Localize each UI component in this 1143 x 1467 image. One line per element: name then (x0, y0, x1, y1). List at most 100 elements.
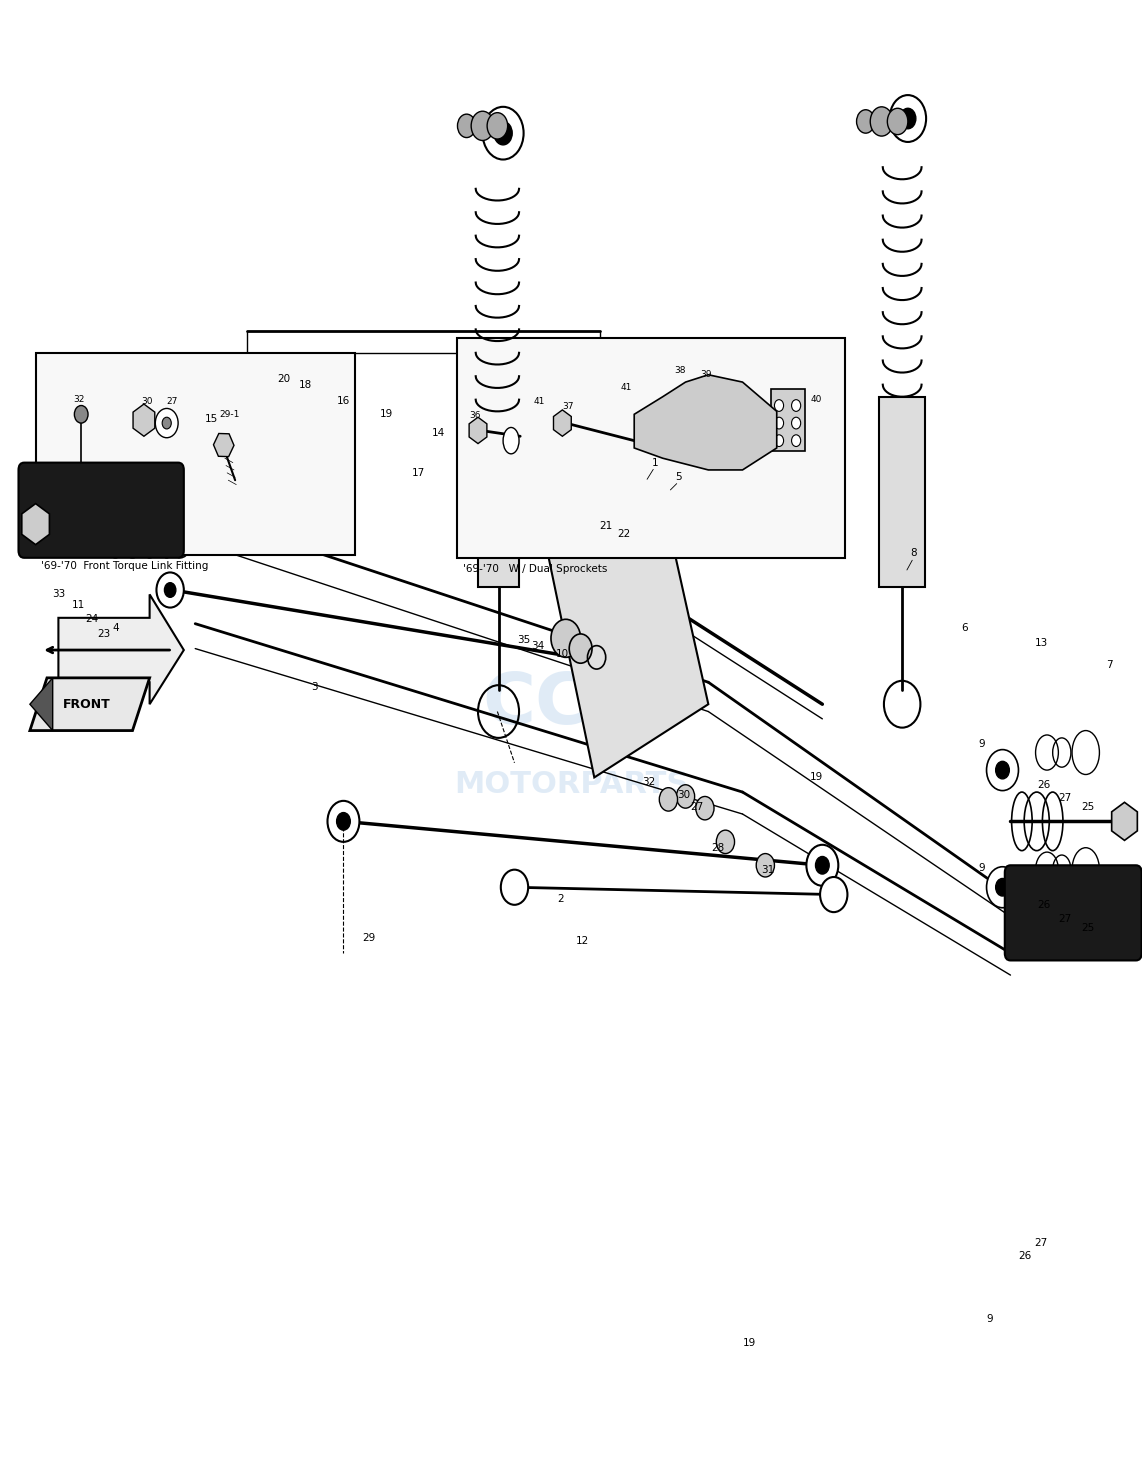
Text: 41: 41 (621, 383, 632, 393)
Text: 14: 14 (431, 428, 445, 439)
Text: CCM: CCM (482, 670, 661, 739)
Bar (457, 339, 845, 557)
Circle shape (551, 619, 581, 657)
Circle shape (642, 411, 665, 440)
Circle shape (487, 113, 507, 139)
Text: 16: 16 (337, 396, 350, 406)
Circle shape (165, 582, 176, 597)
Circle shape (792, 417, 801, 428)
Circle shape (775, 434, 784, 446)
Text: 3: 3 (312, 682, 318, 691)
Text: 6: 6 (961, 623, 968, 634)
Text: 26: 26 (1037, 899, 1050, 910)
Circle shape (494, 122, 512, 145)
Text: 28: 28 (711, 842, 724, 852)
Text: 15: 15 (205, 414, 218, 424)
Text: 35: 35 (517, 635, 530, 645)
Text: '69-'70  Front Torque Link Fitting: '69-'70 Front Torque Link Fitting (41, 560, 209, 571)
Circle shape (717, 830, 735, 854)
Text: 38: 38 (674, 365, 686, 376)
Circle shape (660, 788, 678, 811)
Bar (478, 411, 519, 587)
Text: 5: 5 (676, 472, 682, 483)
Text: 29: 29 (362, 933, 375, 943)
Text: 27: 27 (167, 396, 178, 405)
Text: 34: 34 (530, 641, 544, 651)
Text: 10: 10 (555, 650, 569, 660)
Text: 39: 39 (701, 370, 712, 380)
Text: 21: 21 (599, 521, 613, 531)
Polygon shape (634, 374, 777, 469)
FancyBboxPatch shape (18, 462, 184, 557)
Circle shape (887, 109, 908, 135)
Text: 17: 17 (413, 468, 425, 478)
Text: 25: 25 (1081, 801, 1095, 811)
Circle shape (696, 797, 714, 820)
Text: 30: 30 (677, 791, 690, 800)
Ellipse shape (1072, 731, 1100, 775)
Circle shape (501, 870, 528, 905)
Text: 36: 36 (469, 411, 480, 420)
Text: 12: 12 (576, 936, 590, 946)
Text: 27: 27 (1058, 794, 1072, 802)
Text: 31: 31 (761, 864, 774, 874)
Circle shape (900, 109, 916, 129)
Text: 4: 4 (112, 623, 119, 634)
Circle shape (700, 406, 718, 430)
Circle shape (677, 785, 695, 808)
Polygon shape (30, 678, 53, 731)
Text: 27: 27 (1058, 914, 1072, 924)
Text: 40: 40 (812, 395, 822, 403)
Text: 19: 19 (381, 409, 393, 420)
Text: 24: 24 (85, 615, 98, 625)
Circle shape (581, 643, 608, 678)
Circle shape (337, 813, 350, 830)
Text: 37: 37 (562, 402, 574, 411)
Ellipse shape (996, 761, 1009, 779)
Text: 20: 20 (278, 374, 290, 384)
Circle shape (792, 434, 801, 446)
Text: 30: 30 (142, 396, 153, 405)
Ellipse shape (996, 879, 1009, 896)
Bar (772, 389, 806, 450)
Circle shape (157, 572, 184, 607)
Text: 1: 1 (652, 458, 658, 468)
Circle shape (757, 854, 775, 877)
Text: 33: 33 (51, 590, 65, 600)
Circle shape (457, 114, 475, 138)
Ellipse shape (986, 750, 1018, 791)
Text: 19: 19 (743, 1338, 756, 1348)
Text: 9: 9 (986, 1314, 993, 1325)
Ellipse shape (155, 408, 178, 437)
Circle shape (74, 405, 88, 422)
Text: 29-1: 29-1 (219, 409, 240, 418)
Ellipse shape (1072, 848, 1100, 892)
Text: 19: 19 (810, 773, 823, 782)
Text: 9: 9 (978, 863, 985, 873)
Circle shape (856, 110, 874, 133)
Circle shape (775, 417, 784, 428)
Ellipse shape (162, 417, 171, 428)
Text: 23: 23 (97, 629, 111, 640)
Bar (879, 396, 925, 587)
Circle shape (870, 107, 893, 136)
Polygon shape (30, 678, 150, 731)
Text: 32: 32 (73, 395, 85, 403)
Text: 27: 27 (690, 801, 704, 811)
Circle shape (815, 857, 829, 874)
Circle shape (569, 634, 592, 663)
Circle shape (471, 111, 494, 141)
Text: 18: 18 (299, 380, 312, 390)
Circle shape (820, 877, 847, 912)
Text: 41: 41 (534, 396, 545, 405)
Bar (35, 352, 354, 555)
Text: 13: 13 (1034, 638, 1048, 648)
Text: '69-'70   W / Dual Sprockets: '69-'70 W / Dual Sprockets (463, 563, 608, 574)
Text: 27: 27 (1034, 1238, 1048, 1248)
Circle shape (589, 653, 600, 667)
Text: FRONT: FRONT (63, 698, 111, 710)
Text: 8: 8 (910, 549, 917, 559)
Circle shape (792, 399, 801, 411)
Ellipse shape (986, 867, 1018, 908)
Polygon shape (549, 499, 709, 778)
